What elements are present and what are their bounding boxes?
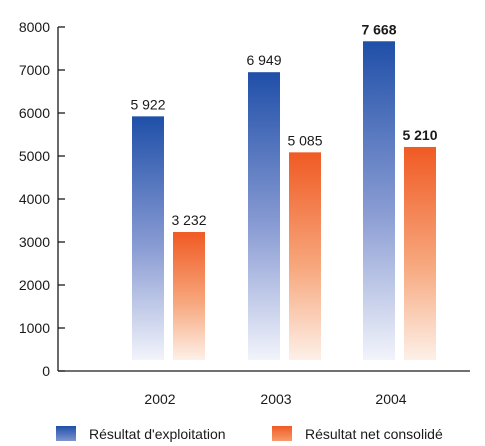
x-axis: 2002 2003 2004 (58, 370, 470, 407)
y-tick-label: 5000 (19, 148, 50, 164)
data-label: 5 210 (402, 127, 437, 143)
data-label: 6 949 (246, 52, 281, 68)
bar-resultat-exploitation-2003 (248, 72, 280, 361)
y-tick-label: 7000 (19, 62, 50, 78)
legend-label: Résultat net consolidé (305, 426, 443, 442)
y-axis: 0 1000 2000 3000 4000 5000 6000 7000 8000 (19, 19, 65, 379)
y-tick-label: 8000 (19, 19, 50, 35)
bar-resultat-net-2004 (404, 146, 436, 360)
y-tick-label: 2000 (19, 277, 50, 293)
bar-resultat-net-2003 (289, 152, 321, 360)
data-label: 5 085 (287, 132, 322, 148)
y-tick-label: 3000 (19, 234, 50, 250)
x-tick-label: 2003 (260, 391, 291, 407)
y-tick-label: 4000 (19, 191, 50, 207)
y-tick-label: 6000 (19, 105, 50, 121)
data-label: 5 922 (130, 96, 165, 112)
bars (132, 41, 436, 361)
bar-resultat-exploitation-2002 (132, 116, 164, 360)
data-label: 7 668 (361, 21, 396, 37)
x-tick-label: 2002 (144, 391, 175, 407)
legend-label: Résultat d'exploitation (89, 426, 226, 442)
x-tick-label: 2004 (375, 391, 406, 407)
legend: Résultat d'exploitation Résultat net cons… (56, 426, 443, 442)
legend-swatch-resultat-net (272, 426, 292, 441)
bar-resultat-net-2002 (173, 232, 205, 360)
legend-swatch-resultat-exploitation (56, 426, 76, 441)
y-tick-label: 0 (42, 363, 50, 379)
data-labels: 5 922 6 949 7 668 3 232 5 085 5 210 (130, 21, 437, 228)
data-label: 3 232 (171, 212, 206, 228)
bar-resultat-exploitation-2004 (363, 41, 395, 360)
y-tick-label: 1000 (19, 320, 50, 336)
